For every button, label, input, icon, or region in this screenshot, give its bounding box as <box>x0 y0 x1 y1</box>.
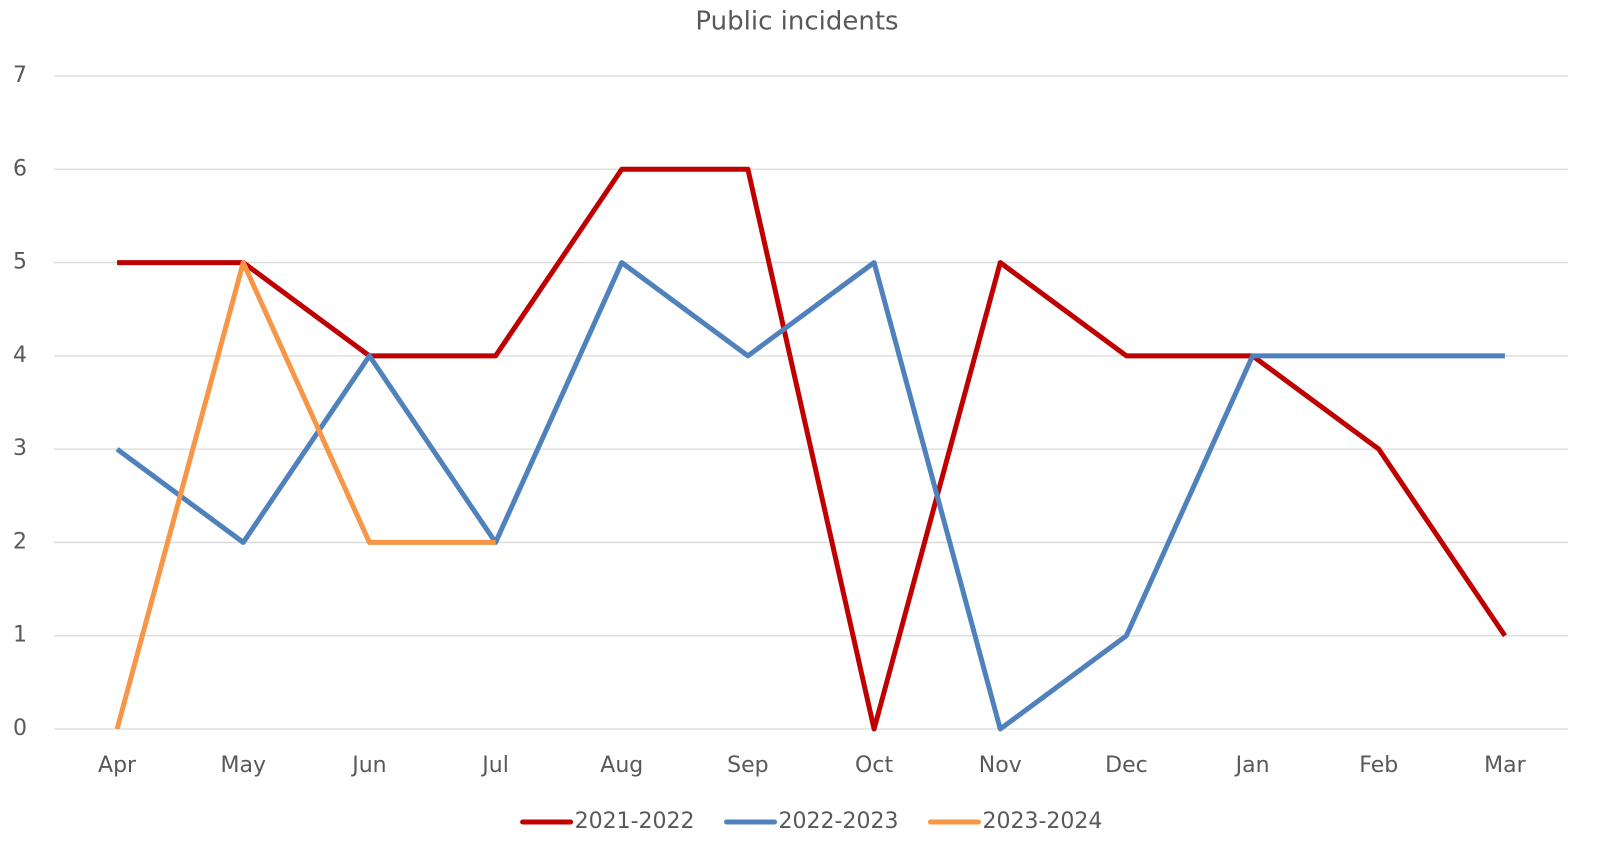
x-tick-label: Nov <box>979 753 1022 778</box>
y-tick-label: 5 <box>13 250 27 275</box>
x-tick-label: Mar <box>1484 753 1526 778</box>
series-line <box>117 166 1507 732</box>
legend-label: 2022-2023 <box>779 809 899 834</box>
legend-label: 2023-2024 <box>982 809 1102 834</box>
y-tick-label: 0 <box>13 716 27 741</box>
y-tick-label: 3 <box>13 436 27 461</box>
x-tick-label: Jun <box>350 753 386 778</box>
y-tick-label: 2 <box>13 529 27 554</box>
x-tick-label: Aug <box>600 753 643 778</box>
y-tick-label: 7 <box>13 63 27 88</box>
x-tick-label: Oct <box>855 753 893 778</box>
x-tick-label: Jul <box>480 753 509 778</box>
x-tick-label: Feb <box>1359 753 1398 778</box>
chart-title: Public incidents <box>695 7 898 37</box>
y-tick-label: 1 <box>13 623 27 648</box>
x-tick-label: Jan <box>1234 753 1270 778</box>
series-line <box>115 260 1505 732</box>
y-tick-label: 6 <box>13 156 27 181</box>
x-tick-label: Dec <box>1105 753 1148 778</box>
y-tick-label: 4 <box>13 343 27 368</box>
series-line <box>114 260 496 730</box>
x-tick-label: Apr <box>98 753 137 778</box>
legend-label: 2021-2022 <box>575 809 695 834</box>
x-tick-label: Sep <box>727 753 768 778</box>
x-tick-label: May <box>221 753 266 778</box>
